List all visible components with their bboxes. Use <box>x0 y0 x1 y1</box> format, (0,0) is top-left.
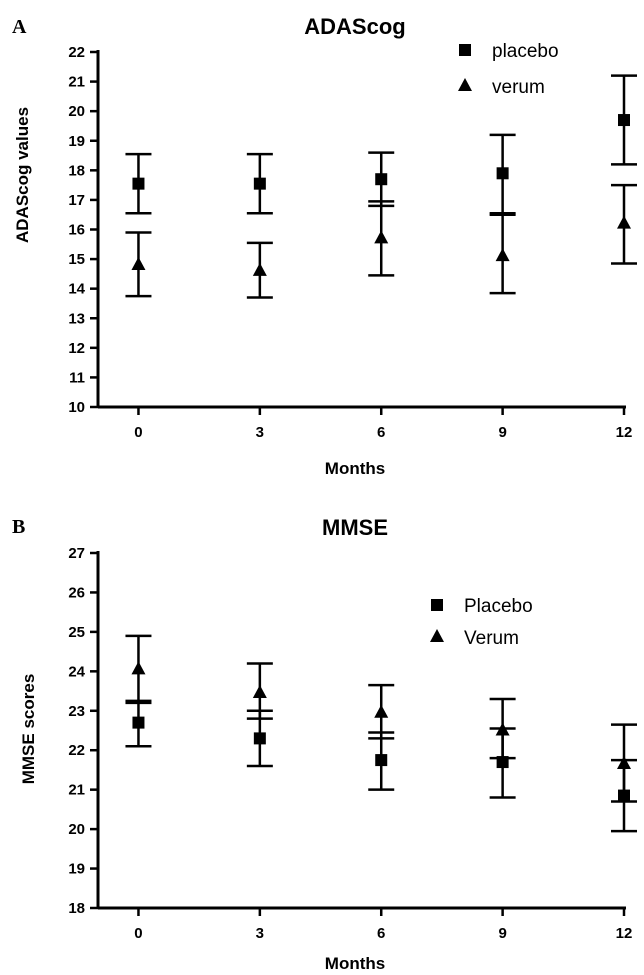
y-tick-label: 12 <box>68 340 85 357</box>
data-point <box>374 230 389 244</box>
data-point <box>374 704 389 718</box>
data-point <box>375 754 388 767</box>
data-point <box>253 177 266 190</box>
panel-a: A ADAScog Months ADAScog values 10 11 12 13… <box>0 0 644 487</box>
data-point <box>375 173 388 186</box>
x-tick-label: 9 <box>498 925 506 942</box>
mmse-chart: B MMSE Months MMSE scores 18 19 20 21 22 23 24… <box>12 515 637 973</box>
data-point <box>253 732 266 745</box>
data-point <box>131 257 146 270</box>
series-verum <box>125 634 637 803</box>
legend-label: Placebo <box>464 596 533 617</box>
x-tick-label: 12 <box>616 424 633 441</box>
y-tick-label: 16 <box>68 222 85 239</box>
data-point <box>132 177 145 190</box>
y-tick-label: 19 <box>68 133 85 150</box>
y-tick-label: 22 <box>68 44 85 61</box>
y-tick-label: 20 <box>68 821 85 838</box>
y-tick-label: 24 <box>68 663 85 680</box>
y-tick-label: 17 <box>68 192 85 209</box>
y-tick-label: 21 <box>68 74 85 91</box>
chart-title: ADAScog <box>304 14 405 39</box>
y-tick-label: 13 <box>68 310 85 327</box>
y-tick-label: 14 <box>68 281 85 298</box>
panel-b: B MMSE Months MMSE scores 18 19 20 21 22 23 24… <box>0 487 644 975</box>
panel-letter: B <box>12 516 25 538</box>
data-point <box>618 114 630 127</box>
x-tick-label: 6 <box>377 424 385 441</box>
data-point <box>131 661 146 675</box>
legend-marker-triangle <box>458 78 472 91</box>
plot-area: 18 19 20 21 22 23 24 25 26 27 0 3 6 9 12 <box>68 545 637 942</box>
legend-marker-square <box>459 44 471 56</box>
legend: Placebo Verum <box>430 596 533 649</box>
adascog-chart: A ADAScog Months ADAScog values 10 11 12 13… <box>12 14 637 478</box>
y-tick-label: 20 <box>68 103 85 120</box>
data-point <box>617 215 631 229</box>
x-tick-label: 12 <box>616 925 633 942</box>
series-placebo <box>125 74 637 215</box>
data-point <box>132 716 145 729</box>
series-verum <box>125 183 637 299</box>
legend-label: verum <box>492 77 545 98</box>
y-tick-label: 15 <box>68 251 85 268</box>
data-point <box>617 756 631 770</box>
legend-label: Verum <box>464 628 519 649</box>
y-tick-label: 25 <box>68 624 85 641</box>
x-axis-label: Months <box>325 954 385 973</box>
plot-area: 10 11 12 13 14 15 16 17 18 19 20 21 22 0 3 6 9 12 <box>68 44 637 441</box>
data-point <box>496 167 509 180</box>
x-tick-label: 0 <box>134 925 142 942</box>
y-tick-label: 18 <box>68 900 85 917</box>
data-point <box>495 248 510 262</box>
legend-marker-triangle <box>430 629 444 642</box>
panel-letter: A <box>12 16 27 38</box>
y-tick-label: 19 <box>68 861 85 878</box>
legend-label: placebo <box>492 41 559 62</box>
x-tick-label: 3 <box>256 925 264 942</box>
x-tick-label: 0 <box>134 424 142 441</box>
y-tick-label: 11 <box>69 369 85 386</box>
x-tick-label: 6 <box>377 925 385 942</box>
chart-title: MMSE <box>322 515 388 540</box>
y-tick-label: 26 <box>68 584 85 601</box>
x-tick-label: 9 <box>498 424 506 441</box>
y-axis-label: MMSE scores <box>19 674 38 785</box>
data-point <box>252 262 267 276</box>
y-tick-label: 23 <box>68 703 85 720</box>
legend: placebo verum <box>458 41 559 98</box>
x-tick-label: 3 <box>256 424 264 441</box>
y-tick-label: 22 <box>68 742 85 759</box>
y-axis-label: ADAScog values <box>13 107 32 243</box>
y-tick-label: 21 <box>68 782 85 799</box>
data-point <box>495 722 510 736</box>
data-point <box>252 685 267 699</box>
y-tick-label: 27 <box>68 545 85 562</box>
x-axis-label: Months <box>325 459 385 478</box>
y-tick-label: 10 <box>68 399 85 416</box>
legend-marker-square <box>431 599 443 611</box>
y-tick-label: 18 <box>68 162 85 179</box>
series-placebo <box>125 699 637 833</box>
